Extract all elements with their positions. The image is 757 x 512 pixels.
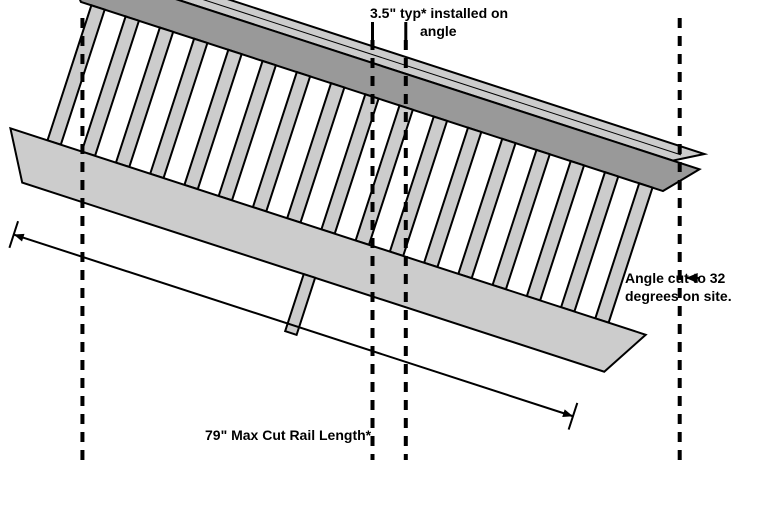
stair-rail-diagram: 3.5" typ* installed on angle Angle cut t… <box>0 0 757 512</box>
railing-assembly <box>0 0 704 437</box>
spacing-label-line2: angle <box>420 23 457 39</box>
length-label: 79" Max Cut Rail Length* <box>205 427 372 443</box>
angle-note-line1: Angle cut to 32 <box>625 270 726 286</box>
angle-note-line2: degrees on site. <box>625 288 732 304</box>
spacing-label-line1: 3.5" typ* installed on <box>370 5 508 21</box>
